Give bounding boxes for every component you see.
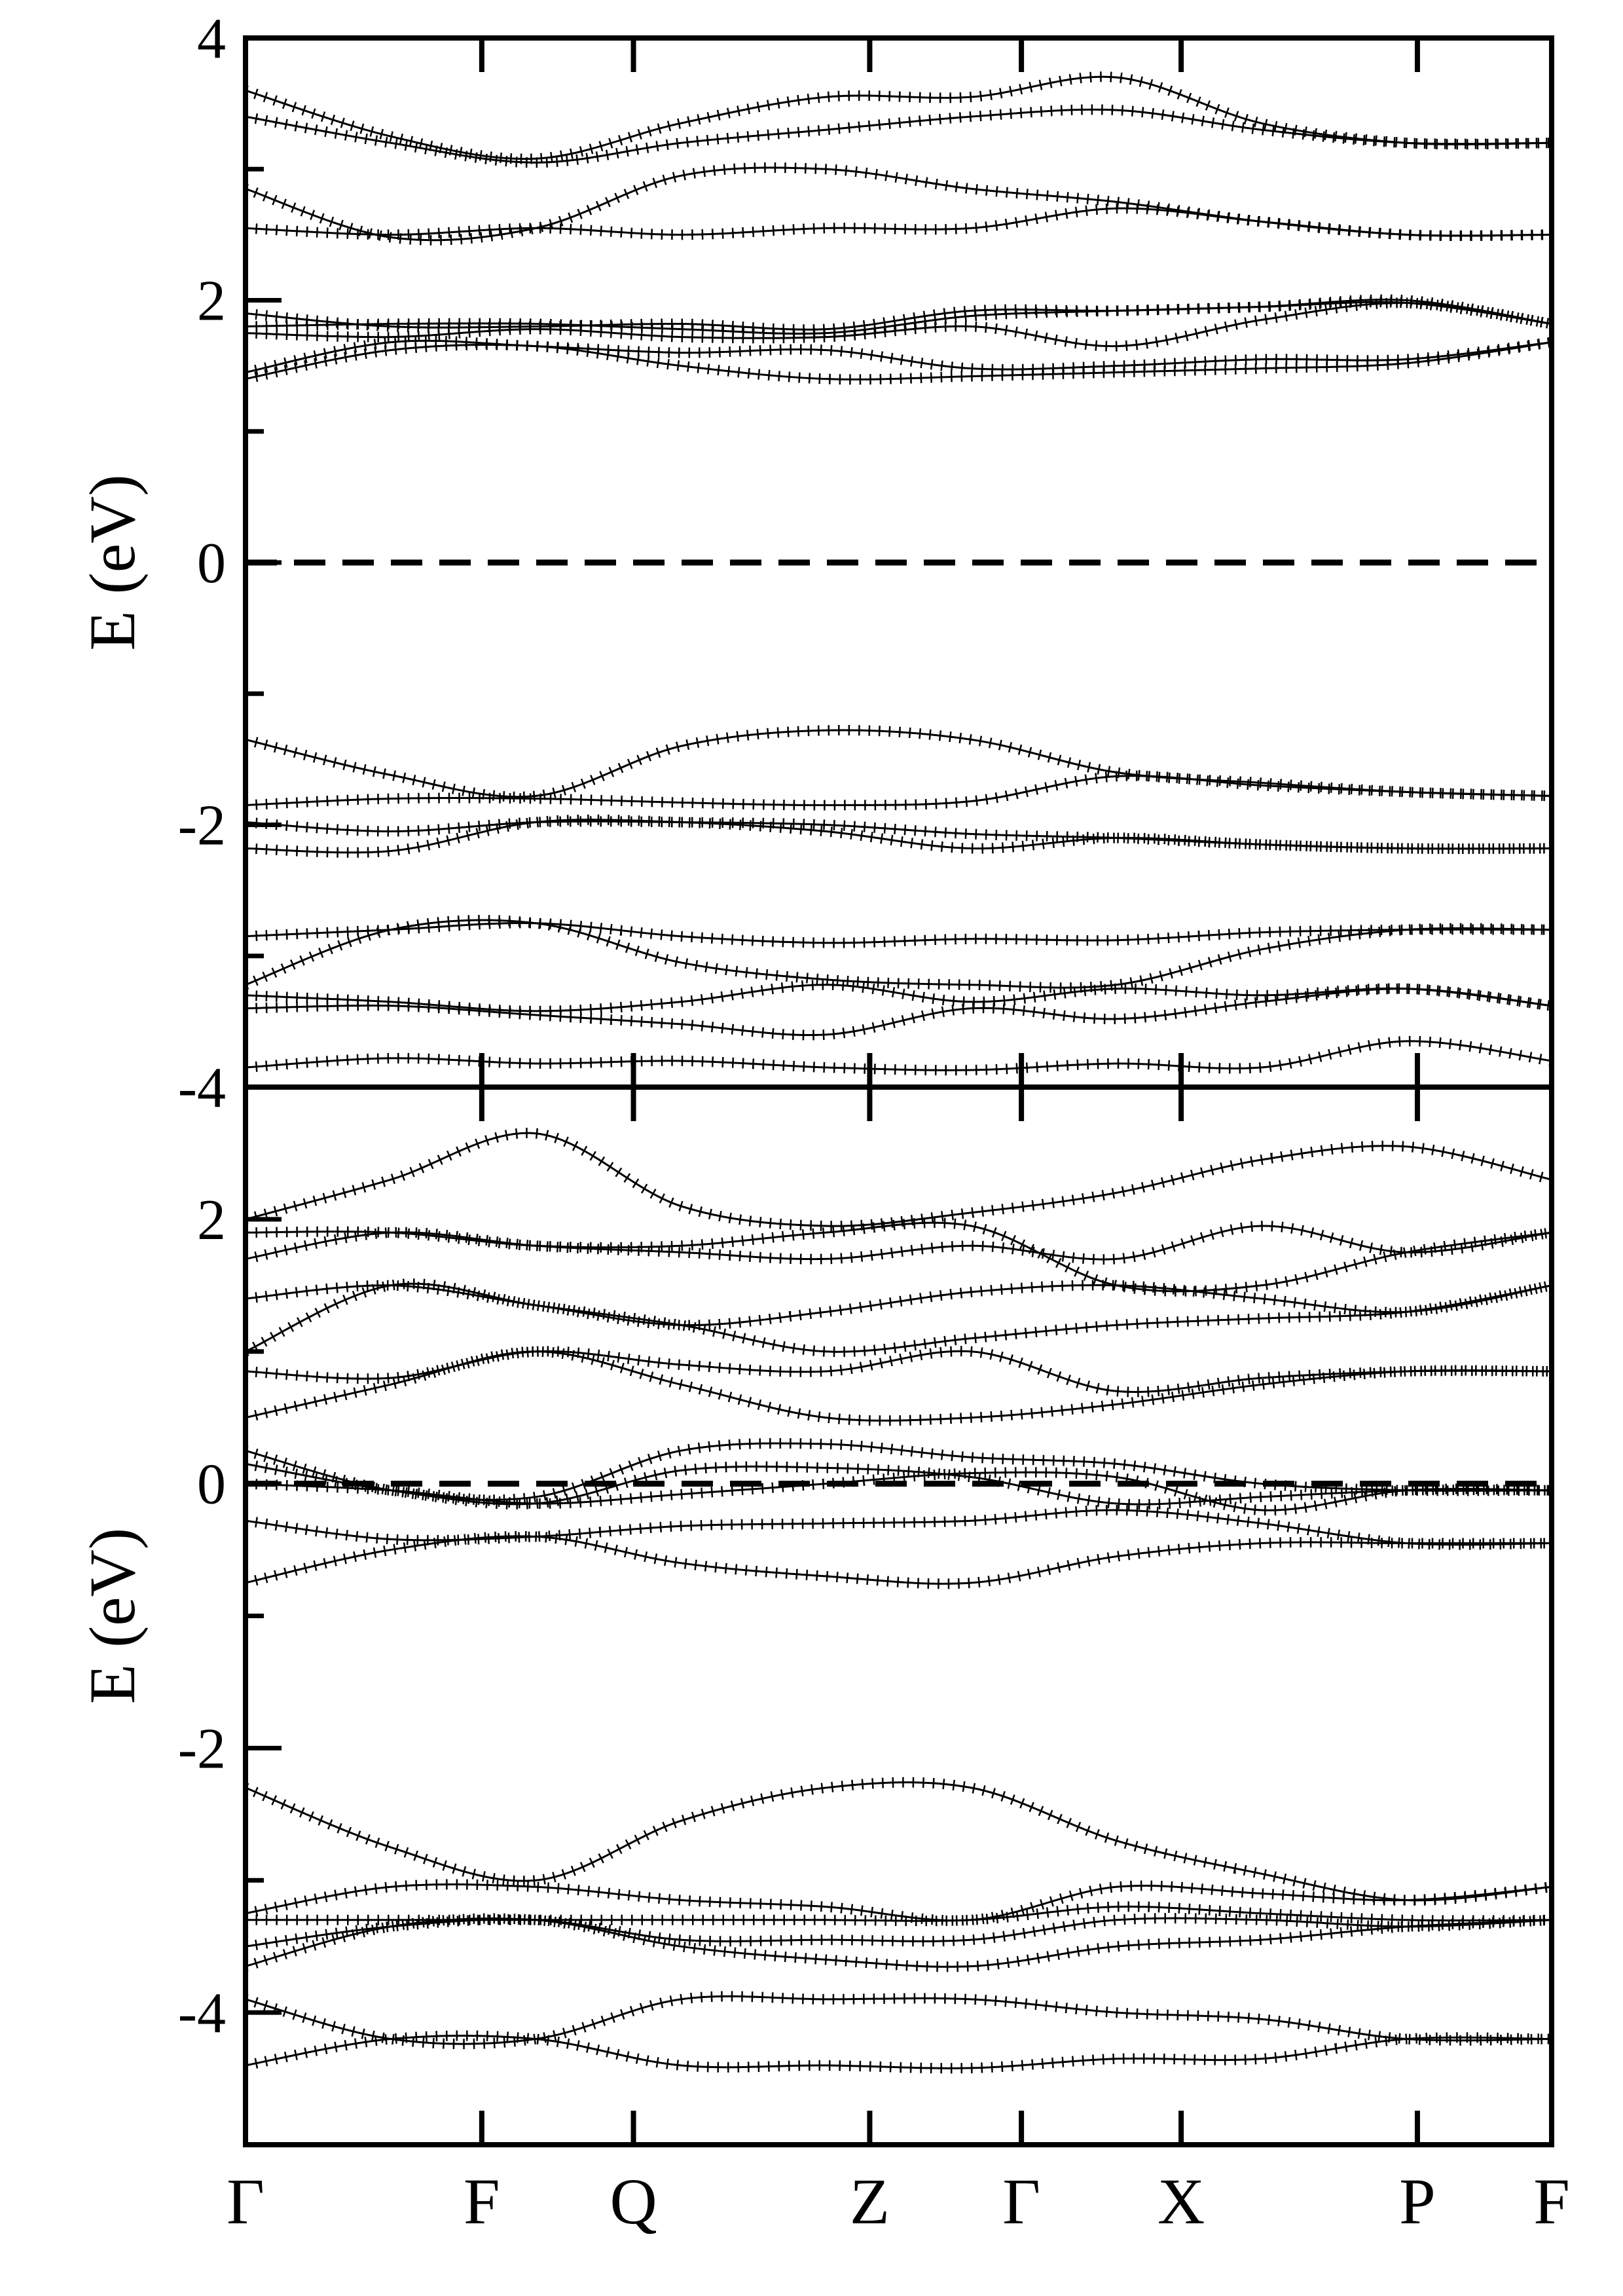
- ytick-label-bottom: 0: [197, 1453, 226, 1517]
- kpoint-label-3: Z: [850, 2165, 890, 2238]
- y-axis-label-top: E (eV): [76, 474, 149, 650]
- band-markers-bottom-16: [244, 1220, 1553, 1265]
- band-line-top-15: [245, 166, 1552, 242]
- band-markers-bottom-12: [244, 1346, 1552, 1426]
- ytick-label-top: 4: [197, 7, 226, 71]
- band-line-top-4: [245, 921, 1552, 944]
- band-line-bottom-11: [245, 1442, 1552, 1501]
- band-line-bottom-18: [245, 1132, 1552, 1227]
- band-line-top-9: [245, 341, 1552, 380]
- band-markers-bottom-15: [245, 1280, 1553, 1331]
- band-line-bottom-14: [245, 1282, 1552, 1353]
- kpoint-label-4: Γ: [1002, 2165, 1040, 2238]
- band-markers-top-6: [245, 816, 1552, 854]
- band-line-top-17: [245, 75, 1552, 160]
- ytick-label-top: 2: [197, 270, 226, 333]
- kpoint-label-0: Γ: [227, 2165, 264, 2238]
- band-line-bottom-4: [245, 1905, 1552, 1922]
- band-markers-bottom-17: [245, 1217, 1553, 1297]
- band-line-top-7: [245, 775, 1552, 807]
- ytick-label-bottom: 2: [197, 1189, 226, 1252]
- band-line-top-16: [245, 108, 1552, 164]
- kpoint-label-5: X: [1158, 2165, 1205, 2238]
- kpoint-label-7: F: [1533, 2165, 1570, 2238]
- band-line-top-11: [245, 301, 1552, 348]
- band-line-top-6: [245, 820, 1552, 850]
- band-line-bottom-3: [245, 1917, 1552, 1948]
- ytick-label-top: 0: [197, 532, 226, 595]
- band-line-top-13: [245, 301, 1552, 331]
- band-markers-bottom-6: [243, 1777, 1552, 1906]
- y-axis-label-bottom: E (eV): [76, 1528, 149, 1704]
- ytick-label-bottom: -4: [178, 1982, 226, 2045]
- band-line-top-12: [245, 299, 1552, 335]
- plot-frame-bottom: [243, 1084, 1554, 2147]
- ytick-label-top: -2: [178, 794, 226, 858]
- band-line-top-0: [245, 1040, 1552, 1071]
- band-line-top-2: [245, 984, 1552, 1012]
- band-line-bottom-17: [245, 1221, 1552, 1293]
- band-markers-bottom-14: [243, 1278, 1553, 1358]
- band-line-bottom-0: [245, 2034, 1552, 2069]
- band-line-bottom-12: [245, 1350, 1552, 1422]
- top-panel: 4 2 0 -2 -4 E (eV): [76, 7, 1554, 1120]
- band-line-bottom-1: [245, 1995, 1552, 2045]
- band-line-top-10: [245, 339, 1552, 374]
- band-line-top-8: [245, 729, 1552, 798]
- band-line-bottom-8: [245, 1509, 1552, 1546]
- kpoint-label-1: F: [464, 2165, 500, 2238]
- band-line-bottom-16: [245, 1225, 1552, 1261]
- ytick-label-bottom: -2: [178, 1717, 226, 1781]
- band-line-bottom-10: [245, 1462, 1552, 1506]
- band-markers-top-1: [245, 983, 1552, 1041]
- band-line-bottom-7: [245, 1535, 1552, 1585]
- band-line-bottom-6: [245, 1781, 1552, 1902]
- kpoint-label-6: P: [1399, 2165, 1436, 2238]
- band-line-bottom-15: [245, 1284, 1552, 1327]
- bottom-panel: 2 0 -2 -4 E (eV) Γ F Q Z Γ X P F: [76, 1084, 1570, 2238]
- band-markers-bottom-0: [244, 2030, 1552, 2074]
- band-line-bottom-13: [245, 1350, 1552, 1394]
- ytick-label-top: -4: [178, 1056, 226, 1120]
- band-line-bottom-5: [245, 1883, 1552, 1922]
- band-markers-bottom-13: [245, 1346, 1552, 1398]
- kpoint-label-2: Q: [610, 2165, 657, 2238]
- band-markers-top-0: [245, 1035, 1553, 1076]
- band-line-top-1: [245, 988, 1552, 1037]
